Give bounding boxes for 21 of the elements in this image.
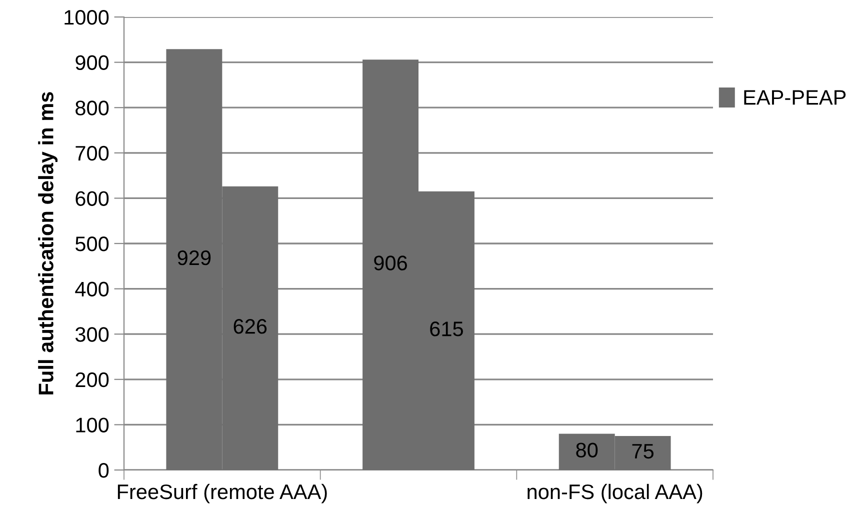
- x-tick-label: FreeSurf (remote AAA): [118, 484, 327, 504]
- y-tick-label: 1000: [64, 10, 109, 25]
- data-label: 80: [576, 442, 598, 458]
- y-tick-label: 0: [98, 463, 109, 478]
- data-label: 626: [234, 319, 267, 334]
- y-tick-label: 300: [75, 327, 109, 342]
- data-label: 906: [374, 256, 407, 270]
- y-tick-label: 600: [76, 191, 109, 206]
- y-tick-label: 500: [75, 236, 109, 252]
- x-tick-label: non-FS (local AAA): [528, 484, 702, 504]
- data-label: 75: [632, 444, 654, 459]
- y-tick-label: 200: [76, 372, 109, 388]
- y-tick-label: 100: [76, 418, 109, 432]
- y-tick-label: 800: [76, 100, 109, 116]
- legend-label: EAP-PEAP: [744, 90, 846, 105]
- y-tick-label: 400: [75, 282, 109, 297]
- y-tick-label: 900: [76, 55, 109, 70]
- y-axis-title: Full authentication delay in ms: [38, 92, 58, 394]
- y-tick-label: 700: [76, 146, 109, 161]
- data-label: 929: [178, 250, 211, 266]
- data-label: 615: [430, 322, 463, 336]
